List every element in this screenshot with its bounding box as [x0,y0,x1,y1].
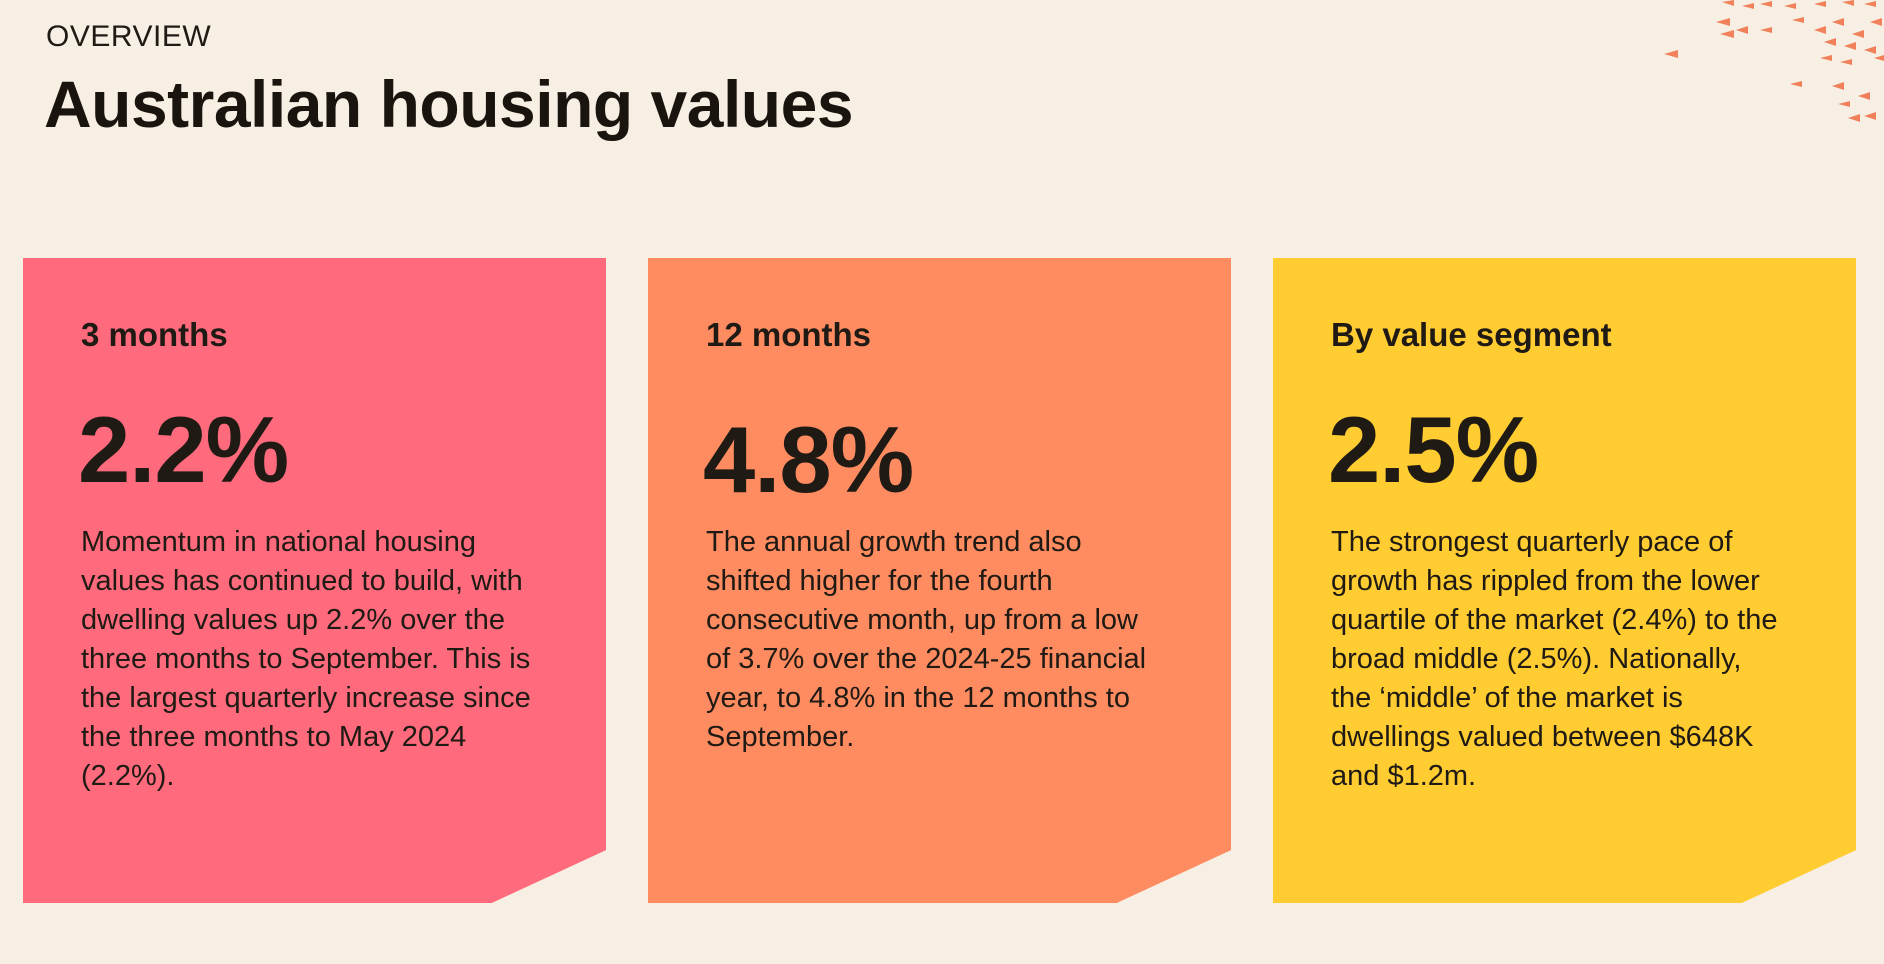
card-description: Momentum in national housing values has … [81,526,531,792]
stat-card-12-months: 12 months 4.8% The annual growth trend a… [648,258,1231,903]
card-description: The annual growth trend also shifted hig… [706,526,1147,753]
arrow-swarm-decoration-icon [1664,0,1884,122]
card-label: By value segment [1331,316,1612,353]
card-label: 12 months [706,316,872,353]
page-title: Australian housing values [44,67,854,141]
card-value: 4.8% [703,407,914,512]
overview-eyebrow: OVERVIEW [46,20,212,53]
card-label: 3 months [81,316,228,353]
card-value: 2.2% [78,397,289,502]
stat-card-3-months: 3 months 2.2% Momentum in national housi… [23,258,606,903]
stat-card-value-segment: By value segment 2.5% The strongest quar… [1273,258,1856,903]
card-description: The strongest quarterly pace of growth h… [1331,526,1778,792]
card-value: 2.5% [1328,397,1539,502]
